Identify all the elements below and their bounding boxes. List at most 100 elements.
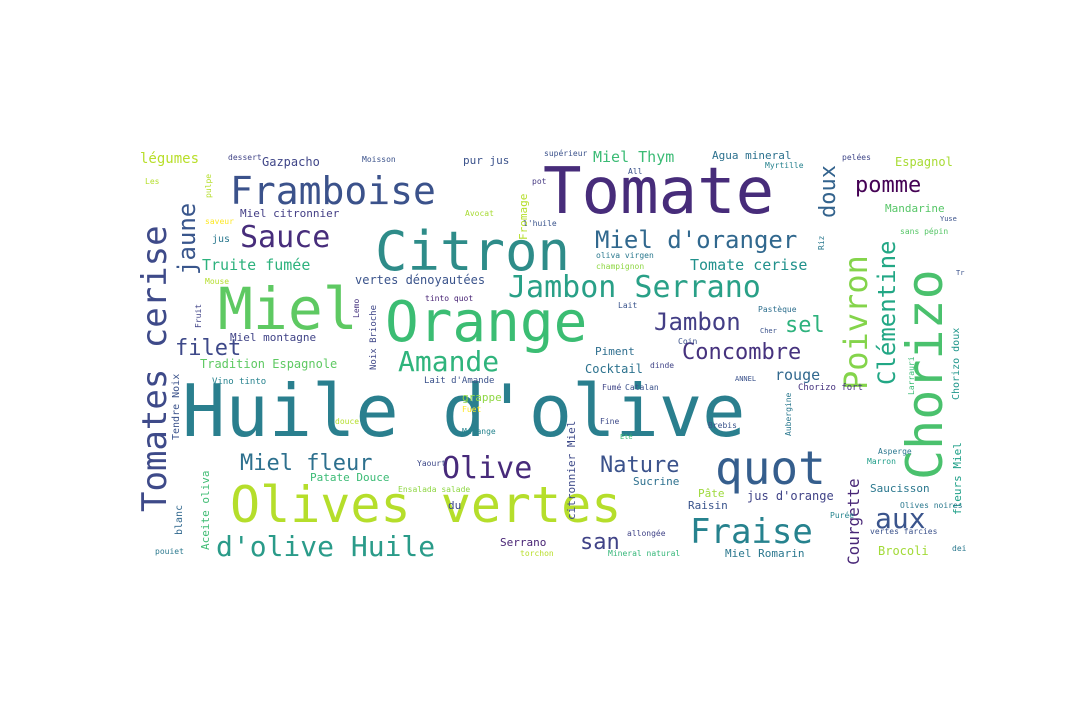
word-sucrine: Sucrine [633, 475, 680, 488]
word-vino-tinto: Vino tinto [212, 377, 267, 387]
word-lait: Lait [618, 301, 638, 310]
word-oliva-virgen: oliva virgen [596, 251, 654, 260]
word-amande: Amande [398, 345, 500, 378]
word-larrauri: Larrauri [907, 356, 916, 395]
word-miel-montagne: Miel montagne [230, 331, 317, 344]
word-aubergine: Aubergine [784, 392, 793, 436]
word-grappe: grappe [462, 391, 502, 404]
word-clementine: Clémentine [873, 240, 901, 386]
word-quot: quot [715, 441, 826, 495]
word-yaourt: Yaourt [417, 459, 446, 468]
word-olives-vertes: Olives vertes [230, 476, 622, 534]
word-jambon-serrano: Jambon Serrano [508, 270, 761, 305]
word-pulpe: pulpe [204, 173, 213, 198]
word-jaune: jaune [173, 202, 201, 275]
word-jus-dorange: jus d'orange [747, 489, 834, 503]
word-jus: jus [212, 234, 231, 245]
word-cher: Cher [760, 327, 777, 335]
word-tr: Tr [956, 269, 965, 277]
word-puree: Purée [830, 511, 855, 520]
word-noix-brioche: Noix Brioche [369, 304, 379, 370]
word-piment: Piment [595, 345, 635, 358]
word-miel-thym: Miel Thym [593, 148, 675, 166]
word-olives-noires: Olives noires [900, 501, 963, 510]
word-myrtille: Myrtille [765, 161, 804, 170]
word-filet: filet [175, 336, 242, 361]
word-lhuile: l'huile [523, 219, 557, 228]
word-dolive-huile: d'olive Huile [216, 530, 436, 563]
word-jambon: Jambon [654, 308, 741, 336]
word-concombre: Concombre [682, 340, 802, 365]
word-mandarine: Mandarine [885, 202, 945, 215]
word-tradition-espagnole: Tradition Espagnole [200, 357, 338, 371]
word-marron: Marron [867, 457, 896, 466]
word-chorizo-doux: Chorizo doux [951, 327, 962, 400]
word-miel-citronnier: Miel citronnier [240, 207, 340, 220]
word-gazpacho: Gazpacho [262, 155, 320, 169]
word-dei: dei [952, 544, 967, 553]
word-nature: Nature [600, 453, 680, 478]
word-du: du [448, 499, 462, 512]
word-catalan: Catalan [625, 383, 659, 392]
word-moisson: Moisson [362, 155, 396, 164]
word-brebis: Brebis [708, 421, 737, 430]
word-avocat: Avocat [465, 209, 494, 218]
word-chorizo-fort: Chorizo fort [798, 383, 864, 393]
word-ensalada-salade: Ensalada salade [398, 485, 471, 494]
word-vertes-denoyautees: vertes dénoyautées [355, 273, 486, 287]
word-melange: Mélange [462, 427, 496, 436]
word-legumes: légumes [140, 151, 200, 167]
word-yuse: Yuse [940, 215, 957, 223]
word-courgette: Courgette [844, 478, 863, 565]
word-aux: aux [875, 502, 926, 535]
word-pot: pot [532, 177, 547, 186]
word-huile-dolive: Huile d'olive [182, 369, 746, 453]
word-pasteque: Pastèque [758, 305, 797, 314]
word-lemo: Lemo [352, 298, 361, 318]
word-miel-fleur: Miel fleur [240, 451, 373, 476]
word-pomme: pomme [855, 173, 922, 198]
word-les: Les [145, 177, 160, 186]
word-fromage: Fromage [517, 193, 530, 240]
word-cocktail: Cocktail [585, 362, 643, 376]
word-miel-romarin: Miel Romarin [725, 547, 805, 560]
word-fruit: Fruit [194, 303, 203, 328]
word-tomate: Tomate [543, 155, 775, 229]
word-annel: ANNEL [735, 375, 757, 383]
word-miel-doranger: Miel d'oranger [595, 226, 798, 254]
word-saucisson: Saucisson [870, 482, 930, 495]
word-pelees: pelées [842, 153, 871, 162]
word-mouse: Mouse [205, 277, 230, 286]
word-superieur: supérieur [544, 149, 588, 158]
word-tendre-noix: Tendre Noix [171, 373, 182, 440]
word-allongee: allongée [627, 529, 666, 538]
word-espagnol: Espagnol [895, 155, 953, 169]
word-tinto-quot: tinto quot [425, 294, 474, 303]
word-aceite-oliva: Aceite oliva [199, 470, 212, 550]
word-douce: douce [335, 417, 360, 426]
word-fuet: Fuet [462, 405, 482, 414]
word-citron: Citron [375, 220, 571, 283]
word-vertes-farcies: vertes farcies [870, 527, 938, 536]
word-blanc: blanc [174, 504, 185, 535]
word-sans-pepin: sans pépin [900, 227, 949, 236]
word-mineral-natural: Mineral natural [608, 549, 681, 558]
word-pouiet: pouiet [155, 547, 184, 556]
word-torchon: torchon [520, 549, 554, 558]
word-poivron: Poivron [837, 255, 875, 390]
word-dessert: dessert [228, 153, 262, 162]
word-serrano: Serrano [500, 536, 547, 549]
word-brocoli: Brocoli [878, 544, 929, 558]
word-doux: doux [816, 165, 841, 218]
word-framboise: Framboise [230, 169, 436, 213]
word-tomates-cerise: Tomates cerise [135, 225, 175, 512]
word-orange: Orange [385, 290, 588, 355]
word-asperge: Asperge [878, 447, 912, 456]
word-cloud: Huile d'olive Tomate Citron Orange Miel … [130, 140, 970, 570]
word-ete: Eté [620, 433, 633, 441]
word-lait-damande: Lait d'Amande [424, 376, 495, 386]
word-olive: Olive [442, 451, 533, 486]
word-riz: Riz [817, 235, 826, 250]
word-fume: Fumé [602, 383, 622, 392]
word-dinde: dinde [650, 361, 675, 370]
